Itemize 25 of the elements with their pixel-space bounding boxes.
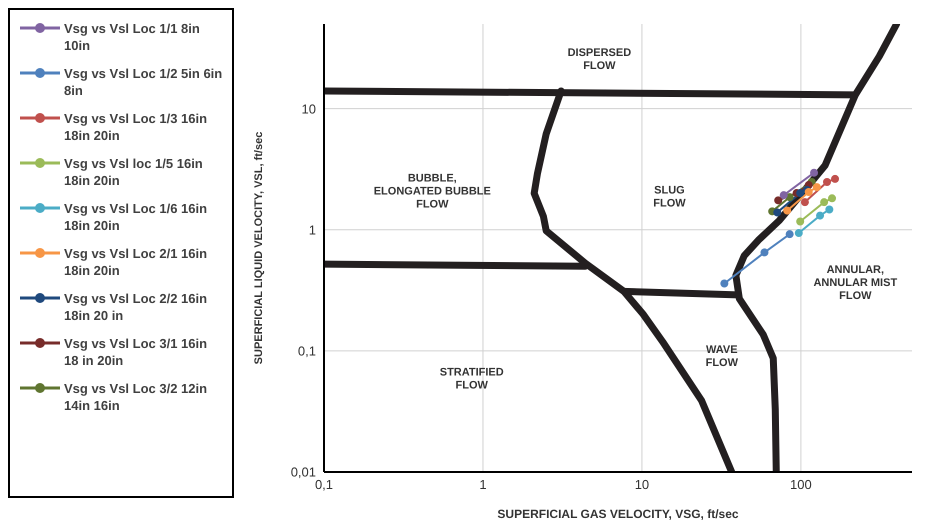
legend-label: Vsg vs Vsl loc 1/5 16in 18in 20in [64,155,204,189]
legend-label: Vsg vs Vsl Loc 2/1 16in 18in 20in [64,245,208,279]
annotation: SLUG FLOW [653,184,686,210]
legend-label: Vsg vs Vsl Loc 3/2 12in 14in 16in [64,380,208,414]
x-tick-label: 1 [479,477,487,492]
legend-label: Vsg vs Vsl Loc 2/2 16in 18in 20 in [64,290,208,324]
x-tick-label: 100 [790,477,812,492]
y-tick-label: 0,01 [290,464,316,480]
legend-label: Vsg vs Vsl Loc 1/3 16in 18in 20in [64,110,208,144]
annotation: BUBBLE, ELONGATED BUBBLE FLOW [374,172,491,211]
y-tick-label: 1 [308,222,316,238]
x-axis-title: SUPERFICIAL GAS VELOCITY, VSG, ft/sec [497,507,739,521]
y-axis-title: SUPERFICIAL LIQUID VELOCITY, VSL, ft/sec [252,132,265,364]
legend-label: Vsg vs Vsl Loc 1/2 5in 6in 8in [64,65,224,99]
y-tick-label: 10 [302,101,316,116]
legend-label: Vsg vs Vsl Loc 1/1 8in 10in [64,20,201,54]
x-tick-label: 10 [634,477,650,492]
y-tick-label: 0,1 [298,344,316,358]
annotation: WAVE FLOW [706,344,739,369]
legend-label: Vsg vs Vsl Loc 1/6 16in 18in 20in [64,200,208,234]
legend-label: Vsg vs Vsl Loc 3/1 16in 18 in 20in [64,335,208,369]
annotation: DISPERSED FLOW [568,46,632,72]
annotation: STRATIFIED FLOW [440,366,504,392]
annotation: ANNULAR, ANNULAR MIST FLOW [813,264,898,302]
x-tick-label: 0,1 [314,477,334,492]
